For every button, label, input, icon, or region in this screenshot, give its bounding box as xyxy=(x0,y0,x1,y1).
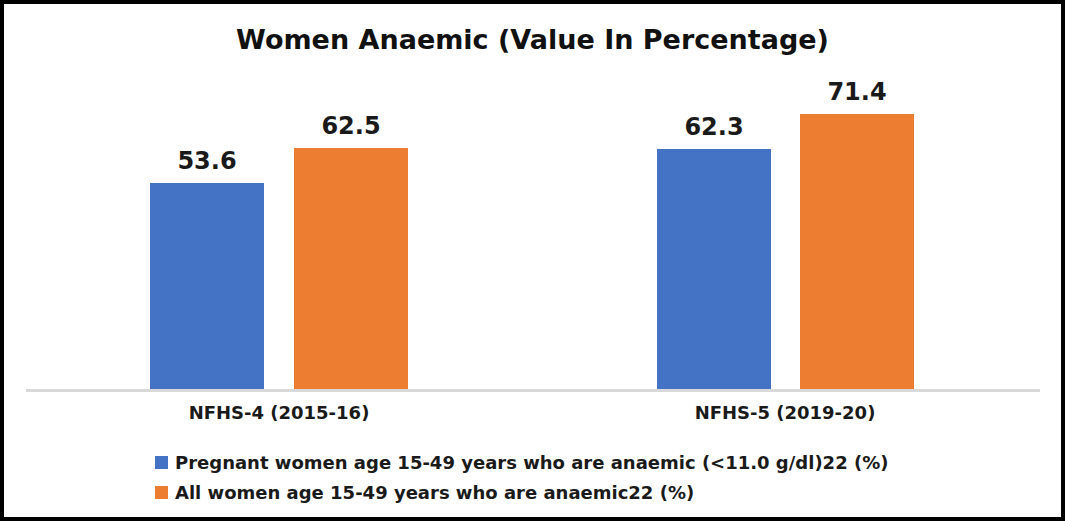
legend-swatch-blue-icon xyxy=(155,456,168,469)
bar-series2-group2 xyxy=(800,114,914,389)
bar-value-label: 62.5 xyxy=(321,112,380,140)
bar-series1-group2 xyxy=(657,149,771,389)
legend-label-pregnant-women: Pregnant women age 15-49 years who are a… xyxy=(175,452,888,473)
x-axis-category-label: NFHS-5 (2019-20) xyxy=(695,402,876,423)
x-axis-line xyxy=(26,389,1040,392)
legend-item-pregnant-women: Pregnant women age 15-49 years who are a… xyxy=(155,447,888,477)
legend-label-all-women: All women age 15-49 years who are anaemi… xyxy=(175,482,694,503)
bar-value-label: 53.6 xyxy=(177,147,236,175)
bar-series1-group1 xyxy=(150,183,264,389)
plot-area: 53.6 62.3 62.5 71.4 NFHS-4 (2015-16) NFHS-5 (… xyxy=(4,4,1061,517)
x-axis-category-label: NFHS-4 (2015-16) xyxy=(189,402,370,423)
chart-frame: Women Anaemic (Value In Percentage) 53.6… xyxy=(0,0,1065,521)
bar-value-label: 71.4 xyxy=(827,78,886,106)
legend-swatch-orange-icon xyxy=(155,486,168,499)
legend-item-all-women: All women age 15-49 years who are anaemi… xyxy=(155,477,888,507)
bar-value-label: 62.3 xyxy=(684,113,743,141)
bar-series2-group1 xyxy=(294,148,408,389)
legend: Pregnant women age 15-49 years who are a… xyxy=(155,447,888,507)
